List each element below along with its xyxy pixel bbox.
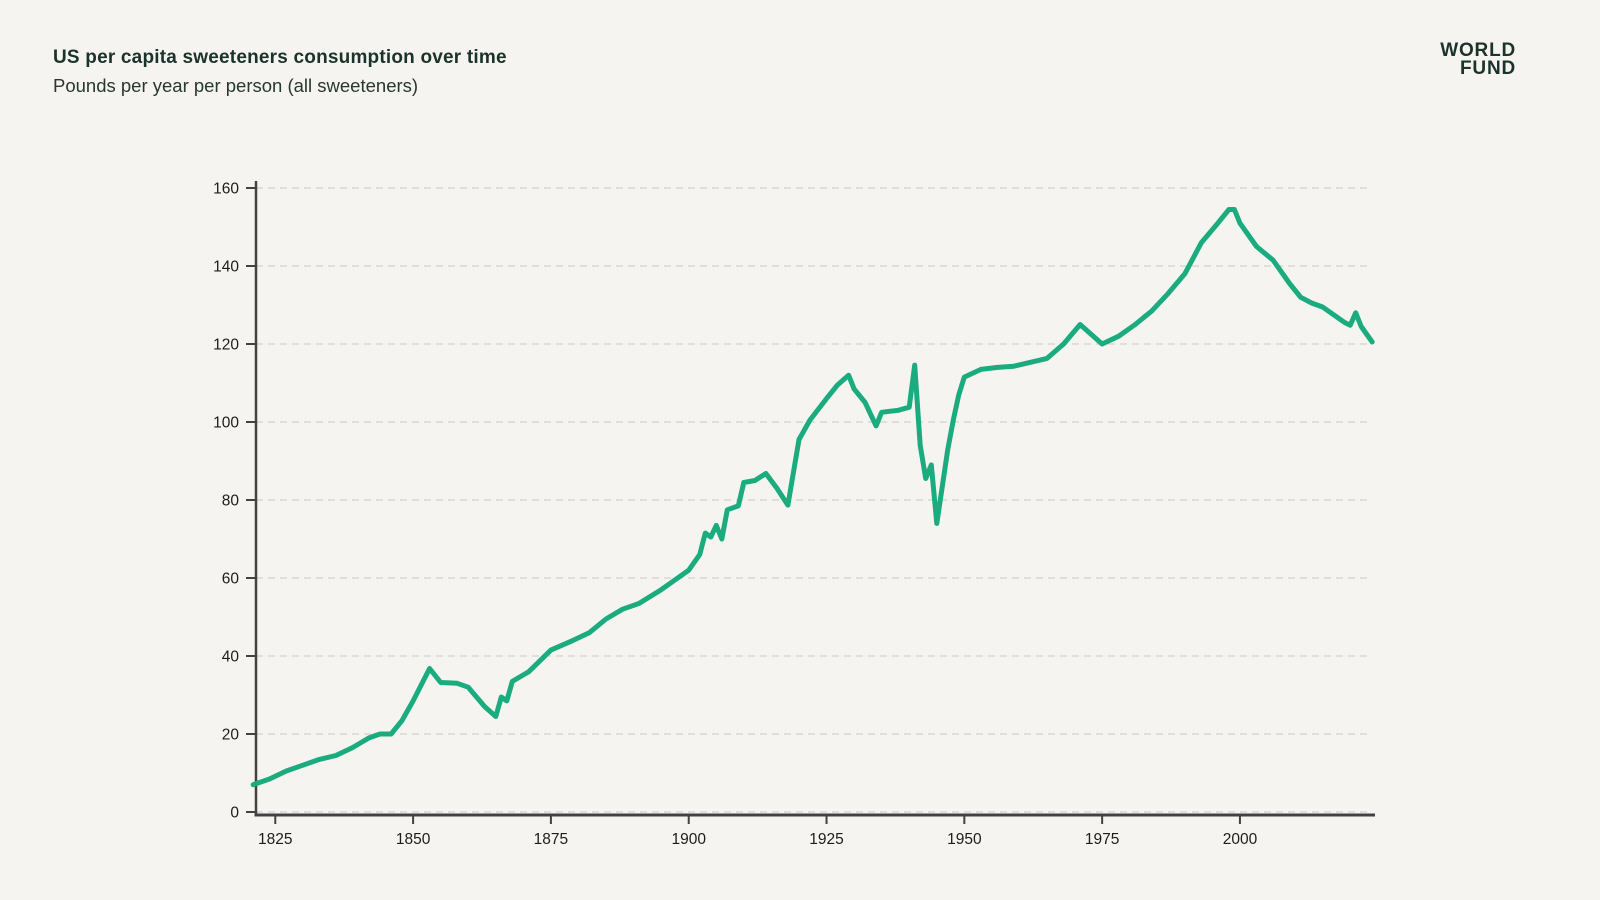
y-tick-label: 80 [222, 492, 240, 509]
y-tick-label: 160 [213, 180, 239, 197]
y-tick-label: 60 [222, 570, 240, 587]
x-tick-label: 1875 [534, 831, 568, 848]
y-tick-label: 140 [213, 258, 239, 275]
x-tick-label: 1925 [809, 831, 843, 848]
logo-line-1: WORLD [1440, 40, 1516, 61]
x-tick-label: 1975 [1085, 831, 1119, 848]
x-tick-label: 1825 [258, 831, 292, 848]
data-line [250, 207, 1375, 788]
x-tick-label: 2000 [1223, 831, 1258, 848]
y-tick-label: 20 [222, 726, 240, 743]
chart-subtitle: Pounds per year per person (all sweetene… [53, 75, 419, 96]
y-tick-label: 100 [213, 414, 239, 431]
chart-title: US per capita sweeteners consumption ove… [53, 47, 507, 68]
x-tick-label: 1900 [671, 831, 706, 848]
y-tick-label: 0 [230, 804, 239, 821]
logo-line-2: FUND [1460, 58, 1516, 80]
x-tick-label: 1950 [947, 831, 982, 848]
world-fund-logo: WORLD FUND [1440, 40, 1516, 80]
x-tick-label: 1850 [396, 831, 431, 848]
y-tick-label: 120 [213, 336, 239, 353]
y-tick-label: 40 [222, 648, 240, 665]
